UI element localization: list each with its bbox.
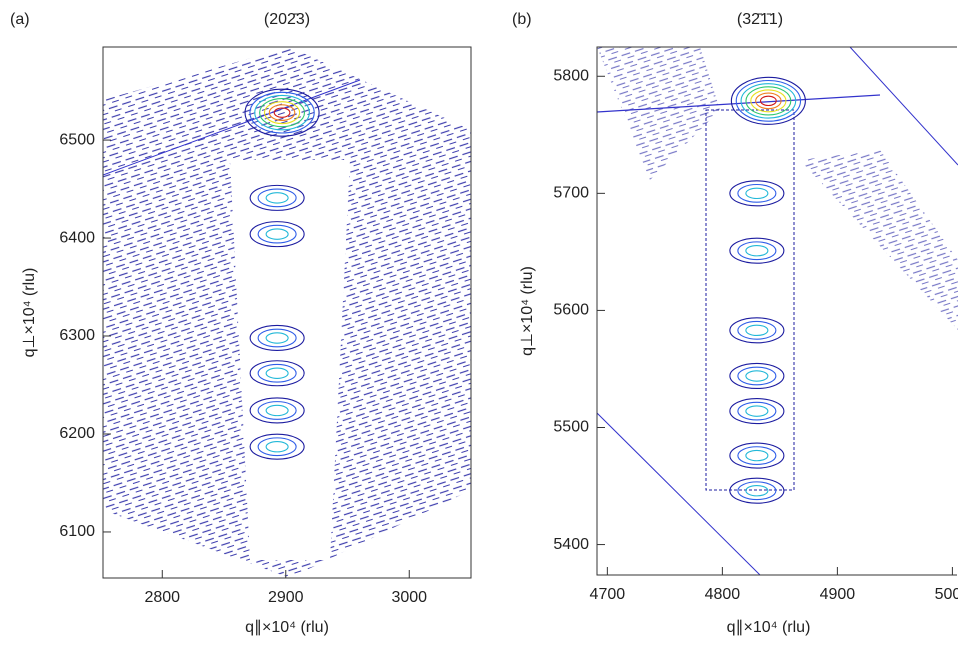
axis-frame (596, 46, 957, 576)
y-axis-label: q⊥×10⁴ (rlu) (21, 268, 38, 358)
y-tick-label: 5500 (553, 419, 589, 436)
plot-area (729, 76, 806, 504)
contour (745, 484, 769, 497)
x-tick-label: 4800 (705, 586, 741, 603)
contour (759, 95, 777, 107)
contour (265, 192, 289, 204)
y-tick-label: 5700 (553, 185, 589, 202)
contour (737, 241, 777, 261)
plot-area (244, 88, 320, 460)
contour (257, 224, 297, 244)
y-tick-label: 5600 (553, 302, 589, 319)
y-axis-label: q⊥×10⁴ (rlu) (519, 266, 536, 356)
contour (268, 104, 296, 121)
contour (729, 442, 785, 469)
contour (257, 328, 297, 348)
y-tick-label: 6400 (59, 229, 95, 246)
y-tick-label: 6500 (59, 131, 95, 148)
contour (745, 86, 792, 116)
panel-label: (a) (10, 11, 30, 28)
contour (249, 397, 305, 424)
contour (729, 317, 785, 344)
contour (740, 83, 797, 119)
contour (257, 437, 297, 457)
contour (249, 221, 305, 248)
contour (257, 363, 297, 383)
background-noise (103, 47, 471, 578)
contour (737, 183, 777, 203)
x-tick-label: 4700 (590, 586, 626, 603)
contour (265, 228, 289, 240)
contour (737, 401, 777, 421)
contour (730, 76, 806, 125)
contour (254, 94, 310, 131)
contour (729, 180, 785, 207)
contour (745, 405, 769, 417)
x-tick-label: 3000 (391, 589, 427, 606)
axis-frame (102, 46, 472, 579)
chart-title: (32̄1̄1) (737, 11, 783, 28)
contour (737, 320, 777, 340)
contour (249, 91, 315, 134)
x-axis-label: q∥×10⁴ (rlu) (245, 619, 329, 636)
contour (249, 360, 305, 387)
contour (735, 79, 802, 122)
contour (729, 362, 785, 390)
contour (244, 88, 320, 137)
y-tick-label: 6100 (59, 523, 95, 540)
chart-title: (202̄3) (264, 11, 310, 28)
contour (729, 398, 785, 425)
x-tick-label: 5000 (935, 586, 958, 603)
panel-label: (b) (512, 11, 532, 28)
contour (729, 477, 785, 504)
contour (737, 446, 777, 465)
y-tick-label: 6300 (59, 327, 95, 344)
contour (273, 107, 291, 118)
x-tick-label: 2800 (144, 589, 180, 606)
x-tick-label: 4900 (820, 586, 856, 603)
contour (265, 441, 289, 453)
y-tick-label: 6200 (59, 425, 95, 442)
contour (745, 370, 769, 382)
contour (265, 367, 289, 379)
contour (745, 187, 769, 200)
y-tick-label: 5400 (553, 536, 589, 553)
x-tick-label: 2900 (268, 589, 304, 606)
contour (263, 101, 301, 125)
contour (737, 366, 777, 386)
contour (265, 404, 289, 417)
contour (259, 98, 306, 128)
contour (745, 244, 769, 257)
contour (737, 481, 777, 501)
background-noise (597, 47, 958, 575)
y-tick-label: 5800 (553, 67, 589, 84)
contour (745, 324, 769, 337)
contour (249, 433, 305, 460)
contour (750, 89, 787, 113)
contour (249, 324, 305, 352)
contour (755, 92, 782, 110)
contour (257, 401, 297, 420)
contour (729, 237, 785, 264)
contour (249, 184, 305, 211)
contour (745, 449, 769, 462)
contour (265, 332, 289, 344)
x-axis-label: q∥×10⁴ (rlu) (727, 619, 811, 636)
contour (257, 188, 297, 208)
